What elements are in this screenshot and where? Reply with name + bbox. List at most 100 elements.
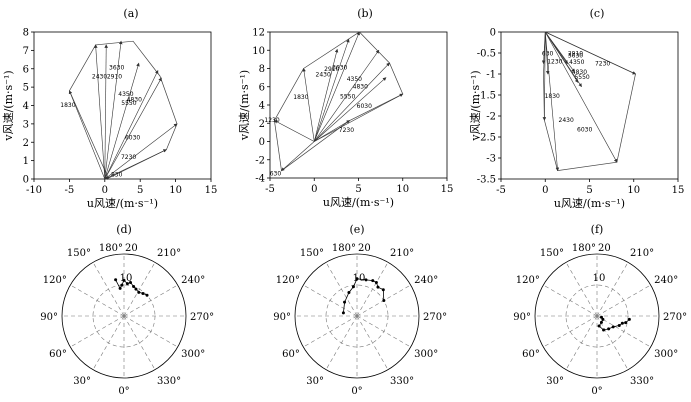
y-tick-label: 10: [252, 46, 265, 57]
y-axis-label: v风速/(m·s⁻¹): [469, 70, 482, 141]
x-tick-label: -5: [65, 185, 75, 196]
vector-label-4350: 4350: [569, 59, 584, 66]
polar-panel-3: (f) 0° 30° 60° 90° 120° 150° 180° 210° 240° 270° 30…: [513, 223, 687, 397]
wind-vector-6030: [544, 31, 618, 163]
polar-point: [141, 291, 145, 295]
angle-label: 120°: [516, 275, 540, 286]
y-tick-label: -0.5: [477, 49, 496, 60]
vector-label-630: 630: [270, 170, 282, 177]
wind-vector-5550: [314, 77, 387, 142]
wind-vector-5550: [104, 77, 162, 180]
angle-label: 30°: [73, 376, 91, 387]
vector-label-6030: 6030: [577, 127, 592, 134]
y-tick-label: 6: [259, 82, 265, 93]
y-tick-label: -4: [255, 174, 265, 185]
wind-vector-2430: [94, 44, 106, 180]
vector-label-1230: 1230: [264, 117, 279, 124]
polar-panel-1: (d) 0° 30° 60° 90° 120° 150° 180° 210° 240° 270° 30…: [40, 223, 214, 397]
polar-point: [129, 281, 133, 285]
angle-label: 330°: [157, 376, 181, 387]
angle-label: 90°: [273, 312, 291, 323]
polar-point: [607, 327, 611, 331]
wind-vector-5550: [545, 31, 582, 88]
y-tick-label: -2: [255, 155, 265, 166]
vector-label-5550: 5550: [340, 94, 355, 101]
angle-label: 210°: [390, 248, 414, 259]
angle-label: 210°: [630, 248, 654, 259]
hodograph-panel-3: (c) -5 0 5 10 15 -3.5 -3 -2.5 -2 -1.5 -1 -0.5 0 u风速/(m…: [469, 7, 684, 210]
angle-label: 150°: [540, 248, 564, 259]
vector-label-6030: 6030: [357, 103, 372, 110]
angle-label: 30°: [306, 376, 324, 387]
polar-point: [382, 299, 386, 302]
wind-vector-6030: [104, 123, 178, 180]
angle-label: 240°: [414, 275, 438, 286]
angle-label: 150°: [67, 248, 91, 259]
x-tick-label: -10: [26, 185, 42, 196]
angle-label: 180°: [99, 243, 123, 254]
vector-label-7230: 7230: [121, 154, 136, 161]
polar-point: [597, 324, 601, 328]
polar-spoke: [596, 262, 629, 317]
y-tick-label: 12: [252, 28, 265, 39]
angle-label: 60°: [522, 349, 540, 360]
vector-label-3630: 3630: [332, 64, 347, 71]
y-tick-label: 1: [23, 156, 29, 167]
angle-label: 120°: [43, 275, 67, 286]
angle-label: 60°: [49, 349, 67, 360]
polar-point: [137, 290, 141, 294]
wind-vector-2910: [313, 38, 350, 142]
polar-point: [601, 317, 605, 321]
vector-label-4830: 4830: [572, 69, 587, 76]
wind-vector-2430: [544, 31, 560, 172]
vector-label-5550: 5550: [574, 74, 589, 81]
angle-label: 270°: [663, 312, 687, 323]
wind-vector-4350: [314, 49, 380, 142]
y-tick-label: -3.5: [477, 175, 496, 186]
polar-point: [134, 287, 138, 291]
y-tick-label: 0: [490, 28, 496, 39]
x-axis-label: u风速/(m·s⁻¹): [87, 197, 158, 210]
angle-label: 0°: [351, 386, 362, 397]
wind-vector-630: [281, 141, 315, 172]
wind-vector-1830: [68, 90, 106, 180]
polar-spoke: [565, 315, 598, 370]
wind-vector-1830: [302, 67, 315, 142]
radial-label-outer: 20: [358, 243, 371, 254]
wind-vector-3630: [313, 31, 360, 142]
polar-spoke: [543, 284, 598, 317]
wind-vector-1830: [542, 31, 547, 121]
polar-spoke: [123, 262, 156, 317]
wind-vector-3630: [104, 40, 123, 180]
polar-spoke: [356, 315, 411, 348]
y-tick-label: 0: [259, 137, 265, 148]
x-axis-label: u风速/(m·s⁻¹): [323, 196, 394, 209]
y-tick-label: 8: [259, 64, 265, 75]
plot-frame: [500, 31, 679, 180]
y-tick-label: -2: [486, 112, 496, 123]
vector-label-7230: 7230: [595, 61, 610, 68]
y-tick-label: -2.5: [477, 133, 496, 144]
y-axis-label: v风速/(m·s⁻¹): [238, 70, 251, 141]
vector-label-2910: 2910: [568, 51, 583, 58]
radial-label-outer: 20: [125, 243, 138, 254]
polar-point: [125, 282, 129, 286]
angle-label: 300°: [414, 349, 438, 360]
x-tick-label: 10: [169, 185, 182, 196]
polar-point: [371, 279, 375, 283]
polar-spoke: [543, 315, 598, 348]
vector-label-630: 630: [542, 51, 554, 58]
x-axis-label: u风速/(m·s⁻¹): [554, 197, 625, 210]
radial-label-outer: 20: [598, 243, 611, 254]
vector-label-3630: 3630: [109, 65, 124, 72]
polar-spoke: [92, 262, 125, 317]
y-tick-label: 4: [259, 101, 265, 112]
wind-vector-6030: [314, 93, 404, 142]
angle-label: 150°: [300, 248, 324, 259]
polar-point: [599, 315, 603, 319]
hodograph-outline: [69, 40, 178, 179]
polar-point: [364, 278, 368, 282]
polar-spoke: [303, 284, 358, 317]
y-tick-label: 3: [23, 119, 29, 130]
